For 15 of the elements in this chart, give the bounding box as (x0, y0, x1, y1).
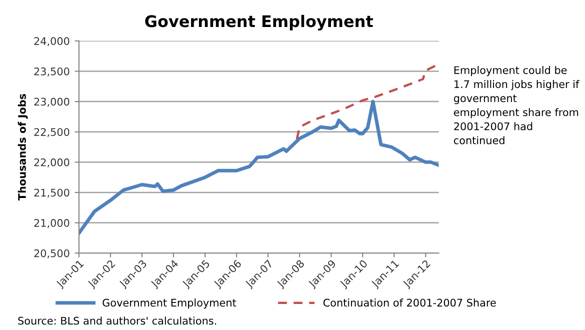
line-series (78, 100, 439, 235)
y-tick-label: 23,000 (34, 98, 70, 107)
chart-title: Government Employment (145, 14, 373, 30)
y-tick-label: 22,000 (34, 158, 70, 168)
y-tick-label: 21,000 (34, 219, 70, 228)
y-tick-label: 21,500 (34, 188, 70, 198)
legend-label: Continuation of 2001-2007 Share (323, 298, 496, 307)
legend-label: Government Employment (102, 298, 236, 309)
y-tick-label: 22,500 (34, 128, 70, 138)
y-tick-label: 20,500 (34, 249, 70, 258)
y-axis-title: Thousands of Jobs (18, 94, 28, 200)
text: Employment could be 1.7 million jobs higher if government employment share from 2001-2007 had continued (454, 66, 580, 144)
y-tick-label: 23,500 (34, 67, 70, 76)
y-tick-label: 24,000 (34, 37, 70, 46)
source-note: Source: BLS and authors' calculations. (18, 316, 216, 325)
